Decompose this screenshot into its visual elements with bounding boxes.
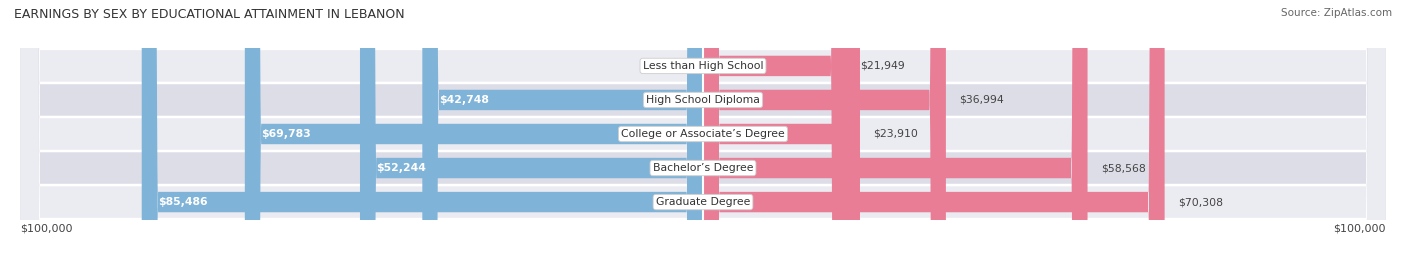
Text: $23,910: $23,910	[873, 129, 918, 139]
FancyBboxPatch shape	[245, 0, 703, 268]
FancyBboxPatch shape	[20, 0, 1386, 268]
Text: EARNINGS BY SEX BY EDUCATIONAL ATTAINMENT IN LEBANON: EARNINGS BY SEX BY EDUCATIONAL ATTAINMEN…	[14, 8, 405, 21]
Text: Graduate Degree: Graduate Degree	[655, 197, 751, 207]
Text: $36,994: $36,994	[959, 95, 1004, 105]
FancyBboxPatch shape	[20, 0, 1386, 268]
Text: $21,949: $21,949	[860, 61, 905, 71]
FancyBboxPatch shape	[422, 0, 703, 268]
FancyBboxPatch shape	[703, 0, 846, 268]
Text: High School Diploma: High School Diploma	[647, 95, 759, 105]
Text: Source: ZipAtlas.com: Source: ZipAtlas.com	[1281, 8, 1392, 18]
FancyBboxPatch shape	[20, 0, 1386, 268]
FancyBboxPatch shape	[142, 0, 703, 268]
FancyBboxPatch shape	[703, 0, 1164, 268]
Text: $52,244: $52,244	[377, 163, 426, 173]
Text: $70,308: $70,308	[1178, 197, 1223, 207]
FancyBboxPatch shape	[703, 0, 1088, 268]
Text: $58,568: $58,568	[1101, 163, 1146, 173]
FancyBboxPatch shape	[703, 0, 946, 268]
Text: Less than High School: Less than High School	[643, 61, 763, 71]
Text: $0: $0	[676, 61, 690, 71]
FancyBboxPatch shape	[360, 0, 703, 268]
FancyBboxPatch shape	[20, 0, 1386, 268]
Text: College or Associate’s Degree: College or Associate’s Degree	[621, 129, 785, 139]
Text: $69,783: $69,783	[262, 129, 311, 139]
FancyBboxPatch shape	[703, 0, 860, 268]
Text: Bachelor’s Degree: Bachelor’s Degree	[652, 163, 754, 173]
Text: $85,486: $85,486	[157, 197, 208, 207]
Text: $42,748: $42,748	[439, 95, 489, 105]
FancyBboxPatch shape	[20, 0, 1386, 268]
